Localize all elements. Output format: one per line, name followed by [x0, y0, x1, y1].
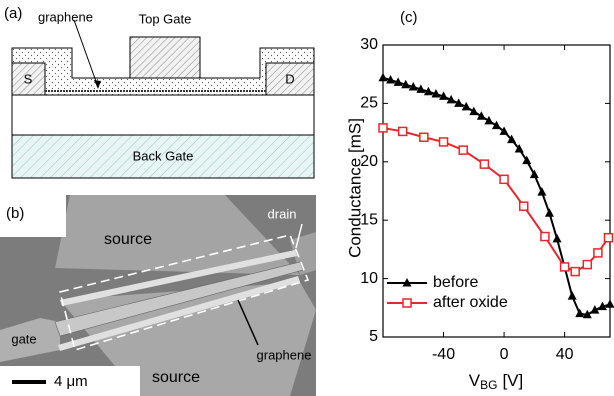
panel-label: (c) — [400, 9, 418, 26]
data-point — [606, 299, 614, 308]
graphene-label: graphene — [38, 9, 93, 24]
y-tick-label: 20 — [360, 153, 378, 170]
data-point — [520, 202, 528, 210]
legend-marker — [403, 299, 411, 307]
gate-label: gate — [11, 331, 36, 346]
data-point — [420, 133, 428, 141]
data-point — [459, 146, 467, 154]
source-label: S — [24, 71, 33, 86]
data-point — [480, 160, 488, 168]
panel-b: (b) source source drain gate graphene 4 … — [0, 195, 316, 396]
figure: (a) graphene Top Gate S D Back Gate (b) … — [0, 0, 614, 396]
data-point — [561, 263, 569, 271]
top-gate-label: Top Gate — [139, 11, 192, 26]
x-tick-label: -40 — [432, 346, 455, 363]
scale-label: 4 μm — [54, 373, 88, 390]
source-label: source — [104, 231, 152, 248]
data-point — [379, 124, 387, 132]
x-tick-label: 0 — [500, 346, 509, 363]
y-tick-label: 30 — [360, 36, 378, 53]
data-point — [530, 170, 539, 179]
data-point — [575, 309, 584, 318]
panel-a: (a) graphene Top Gate S D Back Gate — [4, 5, 314, 178]
x-axis-title: VBG [V] — [469, 371, 523, 392]
data-point — [399, 127, 407, 135]
x-axis-title-main: V — [469, 371, 481, 390]
data-point — [500, 126, 509, 135]
panel-label: (b) — [6, 205, 24, 222]
source-label: source — [152, 369, 200, 386]
series-line — [383, 128, 608, 272]
y-tick-label: 10 — [360, 270, 378, 287]
graphene-label: graphene — [257, 347, 312, 362]
top-gate — [130, 37, 200, 78]
data-point — [594, 249, 602, 257]
x-axis-title-subscript: BG — [480, 378, 497, 392]
data-point — [469, 107, 478, 116]
back-gate-label: Back Gate — [133, 148, 194, 163]
drain-label: D — [285, 71, 294, 86]
data-point — [477, 111, 486, 120]
panel-label: (a) — [4, 5, 22, 22]
data-point — [484, 116, 493, 125]
legend-label: before — [433, 274, 478, 291]
data-point — [379, 73, 388, 82]
data-point — [553, 234, 562, 243]
substrate-oxide — [12, 95, 314, 135]
data-point — [568, 291, 577, 300]
y-tick-label: 5 — [369, 328, 378, 345]
x-axis-title-unit: [V] — [502, 371, 523, 390]
drain-label: drain — [268, 206, 297, 221]
data-point — [545, 208, 554, 217]
data-point — [492, 121, 501, 129]
data-point — [604, 234, 612, 242]
data-point — [541, 233, 549, 241]
data-point — [440, 138, 448, 146]
legend-label: after oxide — [433, 294, 508, 311]
data-point — [500, 175, 508, 183]
y-tick-label: 25 — [360, 95, 378, 112]
data-point — [537, 187, 546, 196]
panel-c: (c) Conductance [mS] VBG [V] 5 10 15 20 25 30 -… — [345, 9, 614, 392]
data-point — [571, 268, 579, 276]
pointer-arrow — [74, 20, 98, 87]
data-point — [583, 261, 591, 269]
x-tick-label: 40 — [556, 346, 574, 363]
series-line — [383, 78, 610, 315]
y-axis-title: Conductance [mS] — [345, 118, 364, 258]
y-tick-label: 15 — [360, 211, 378, 228]
